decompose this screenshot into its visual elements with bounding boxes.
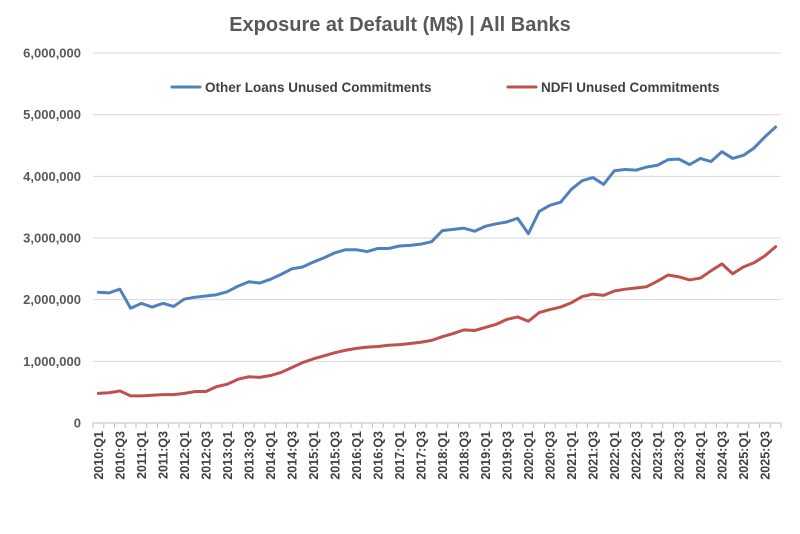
x-tick-label: 2014:Q1 [264, 431, 278, 480]
y-tick-label: 3,000,000 [23, 231, 81, 246]
x-tick-label: 2014:Q3 [285, 431, 299, 480]
x-tick-label: 2017:Q3 [414, 431, 428, 480]
legend-label: NDFI Unused Commitments [541, 80, 720, 95]
x-tick-label: 2022:Q3 [629, 431, 643, 480]
x-tick-label: 2016:Q1 [350, 431, 364, 480]
x-tick-label: 2013:Q1 [221, 431, 235, 480]
x-tick-label: 2023:Q1 [651, 431, 665, 480]
x-axis: 2010:Q1 2010:Q3 2011:Q1 2011:Q3 2012:Q1 2012:… [92, 422, 782, 480]
series-line-other-loans-unused-commitments [96, 125, 778, 310]
x-tick-label: 2018:Q3 [457, 431, 471, 480]
x-tick-label: 2024:Q1 [694, 431, 708, 480]
x-tick-label: 2013:Q3 [242, 431, 256, 480]
y-tick-label: 0 [74, 416, 81, 431]
x-tick-label: 2011:Q1 [135, 431, 149, 479]
x-tick-label: 2023:Q3 [672, 431, 686, 480]
x-tick-label: 2019:Q3 [500, 431, 514, 480]
y-tick-label: 4,000,000 [23, 169, 81, 184]
x-tick-label: 2024:Q3 [715, 431, 729, 480]
x-tick-label: 2015:Q1 [307, 431, 321, 480]
x-tick-label: 2020:Q1 [522, 431, 536, 480]
y-tick-label: 6,000,000 [23, 46, 81, 61]
y-tick-label: 5,000,000 [23, 107, 81, 122]
x-tick-label: 2017:Q1 [393, 431, 407, 480]
y-axis-tick-labels: 0 1,000,000 2,000,000 3,000,000 4,000,000 5,0… [23, 46, 81, 431]
x-tick-label: 2020:Q3 [543, 431, 557, 480]
x-tick-label: 2015:Q3 [328, 431, 342, 480]
legend-label: Other Loans Unused Commitments [205, 80, 432, 95]
x-tick-label: 2022:Q1 [608, 431, 622, 480]
x-tick-label: 2012:Q3 [199, 431, 213, 480]
y-tick-label: 1,000,000 [23, 354, 81, 369]
x-tick-label: 2021:Q3 [586, 431, 600, 480]
chart-title: Exposure at Default (M$) | All Banks [229, 14, 571, 36]
y-tick-label: 2,000,000 [23, 292, 81, 307]
series-line-ndfi-unused-commitments [96, 245, 778, 398]
x-tick-label: 2019:Q1 [479, 431, 493, 480]
x-tick-label: 2021:Q1 [565, 431, 579, 480]
gridlines [93, 52, 781, 362]
x-tick-label: 2010:Q1 [92, 431, 106, 480]
x-tick-label: 2018:Q1 [436, 431, 450, 480]
x-tick-label: 2011:Q3 [156, 431, 170, 479]
x-tick-label: 2025:Q1 [737, 431, 751, 480]
legend: Other Loans Unused Commitments NDFI Unuse… [170, 80, 720, 95]
series-lines [96, 125, 778, 398]
x-tick-label: 2012:Q1 [178, 431, 192, 480]
x-tick-label: 2016:Q3 [371, 431, 385, 480]
x-tick-label: 2010:Q3 [113, 431, 127, 480]
x-tick-label: 2025:Q3 [758, 431, 772, 480]
